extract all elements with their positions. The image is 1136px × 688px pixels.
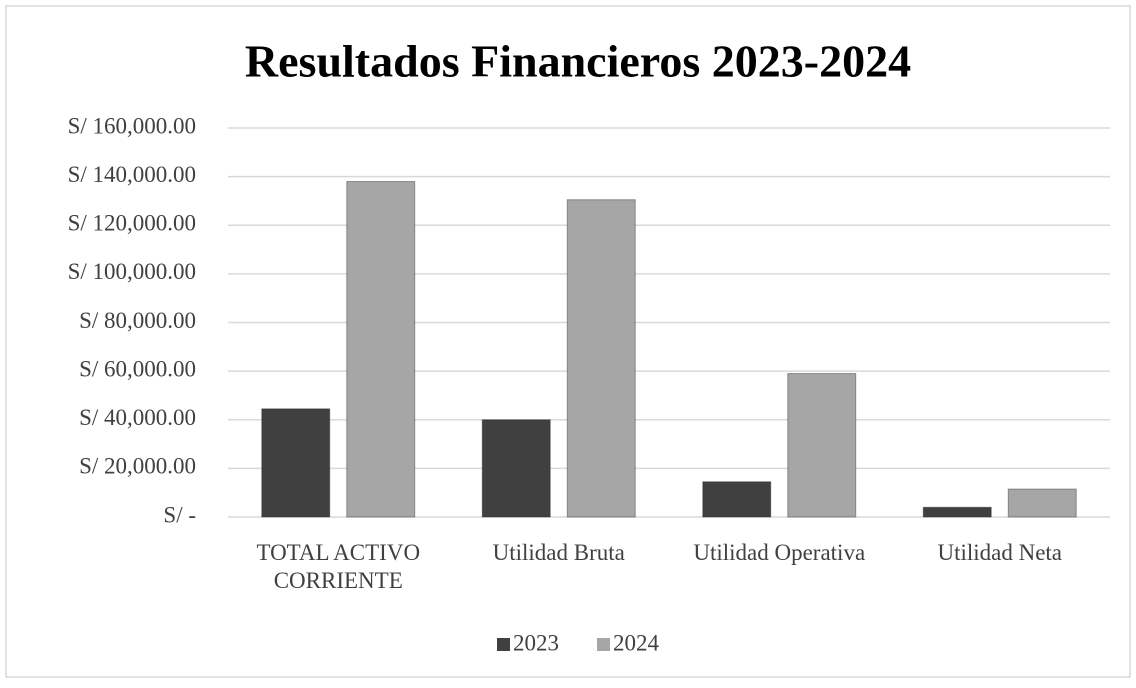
y-tick-label: S/ 20,000.00 — [79, 454, 196, 479]
legend-label: 2023 — [513, 630, 559, 655]
x-tick-label: Utilidad Neta — [937, 540, 1063, 565]
x-tick-label: Utilidad Operativa — [693, 540, 866, 565]
y-tick-label: S/ - — [163, 502, 196, 527]
legend-swatch — [597, 638, 610, 651]
chart-border — [5, 5, 1131, 678]
legend-swatch — [497, 638, 510, 651]
y-tick-label: S/ 80,000.00 — [79, 308, 196, 333]
bar — [702, 481, 772, 518]
bar — [481, 419, 551, 518]
y-tick-label: S/ 60,000.00 — [79, 356, 196, 381]
bar — [787, 373, 857, 518]
bar — [346, 180, 416, 518]
legend-label: 2024 — [613, 630, 660, 655]
bar — [1007, 488, 1077, 518]
y-tick-label: S/ 160,000.00 — [68, 113, 196, 138]
chart-title: Resultados Financieros 2023-2024 — [245, 36, 911, 87]
y-tick-label: S/ 40,000.00 — [79, 405, 196, 430]
y-tick-label: S/ 140,000.00 — [68, 162, 196, 187]
y-tick-label: S/ 120,000.00 — [68, 211, 196, 236]
bar — [922, 506, 992, 518]
x-tick-label: Utilidad Bruta — [492, 540, 625, 565]
x-tick-label: TOTAL ACTIVO CORRIENTE — [256, 540, 421, 593]
bar — [566, 199, 636, 518]
y-tick-label: S/ 100,000.00 — [68, 259, 196, 284]
bar — [261, 408, 331, 518]
